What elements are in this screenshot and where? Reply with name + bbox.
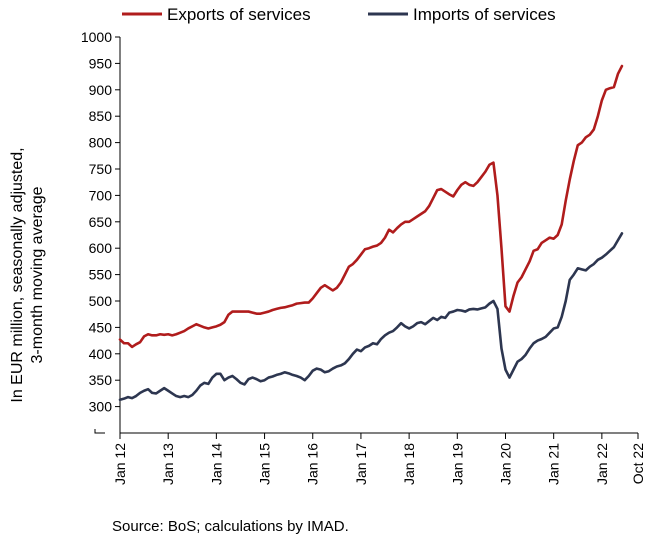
x-tick-label: Jan 14 xyxy=(208,443,224,485)
y-tick-label: 350 xyxy=(89,372,113,388)
y-tick-label: 900 xyxy=(89,82,113,98)
y-tick-label: 500 xyxy=(89,293,113,309)
x-tick-label: Oct 22 xyxy=(630,443,646,484)
y-axis-title: In EUR million, seasonally adjusted, 3-mo… xyxy=(9,147,46,402)
y-axis: 300 350 400 450 500 550 600 650 700 750 800 850 900 9… xyxy=(81,29,121,434)
x-tick-label: Jan 17 xyxy=(353,443,369,485)
y-axis-title-line: 3-month moving average xyxy=(29,186,46,363)
x-tick-label: Jan 20 xyxy=(497,443,513,485)
y-tick-label: 700 xyxy=(89,187,113,203)
x-tick-label: Jan 18 xyxy=(401,443,417,485)
x-tick-label: Jan 22 xyxy=(594,443,610,485)
x-tick-label: Jan 15 xyxy=(257,443,273,485)
x-tick-label: Jan 13 xyxy=(160,443,176,485)
legend: Exports of services Imports of services xyxy=(122,5,556,24)
series-line-imports xyxy=(118,232,624,402)
axis-break-mark xyxy=(94,429,105,434)
series-line-exports xyxy=(118,64,624,349)
x-tick-label: Jan 16 xyxy=(305,443,321,485)
source-note: Source: BoS; calculations by IMAD. xyxy=(112,518,349,535)
x-tick-label: Jan 12 xyxy=(112,443,128,485)
y-tick-label: 600 xyxy=(89,240,113,256)
y-tick-label: 550 xyxy=(89,267,113,283)
y-axis-title-line: In EUR million, seasonally adjusted, xyxy=(9,147,26,402)
legend-label: Exports of services xyxy=(167,5,311,24)
y-tick-label: 400 xyxy=(89,346,113,362)
y-tick-label: 1000 xyxy=(81,29,112,45)
y-tick-label: 300 xyxy=(89,399,113,415)
y-tick-label: 650 xyxy=(89,214,113,230)
y-tick-label: 800 xyxy=(89,135,113,151)
y-tick-label: 950 xyxy=(89,55,113,71)
y-tick-label: 850 xyxy=(89,108,113,124)
x-tick-label: Jan 21 xyxy=(546,443,562,485)
x-tick-label: Jan 19 xyxy=(449,443,465,485)
y-tick-label: 750 xyxy=(89,161,113,177)
legend-label: Imports of services xyxy=(413,5,556,24)
series-group xyxy=(118,64,624,402)
y-tick-label: 450 xyxy=(89,319,113,335)
x-axis: Jan 12 Jan 13 Jan 14 Jan 15 Jan 16 Jan 17 Jan … xyxy=(112,432,646,485)
